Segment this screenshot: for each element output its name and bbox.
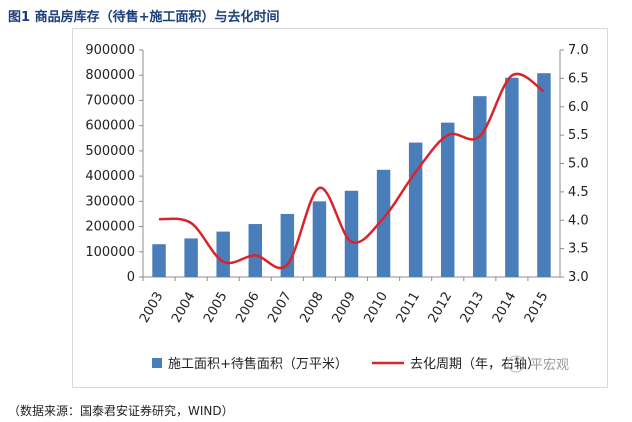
bar [184, 238, 198, 277]
y-left-tick-label: 300000 [85, 194, 135, 209]
y-right-tick-label: 7.0 [568, 43, 589, 58]
x-tick-label: 2008 [297, 290, 327, 326]
bar [248, 224, 263, 277]
y-right-tick-label: 6.0 [568, 100, 589, 115]
y-right-tick-label: 5.0 [568, 157, 589, 172]
bar [537, 73, 551, 278]
x-tick-label: 2012 [426, 290, 456, 326]
figure-title: 图1 商品房库存（待售+施工面积）与去化时间 [8, 10, 280, 25]
bar [312, 201, 327, 277]
legend-label-bars: 施工面积+待售面积（万平米） [168, 356, 348, 372]
x-tick-label: 2013 [458, 290, 488, 326]
x-tick-label: 2009 [329, 290, 359, 326]
legend-swatch-bars [152, 358, 162, 368]
y-right-tick-label: 6.5 [568, 71, 589, 86]
y-left-tick-label: 900000 [85, 43, 135, 58]
y-left-tick-label: 100000 [85, 245, 135, 260]
y-left-tick-label: 600000 [85, 119, 135, 134]
line-series-destock-period [158, 72, 545, 270]
x-tick-label: 2006 [233, 290, 263, 326]
legend-label-line: 去化周期（年，右轴） [410, 357, 540, 372]
x-tick-label: 2007 [265, 290, 295, 326]
y-left-tick-label: 0 [127, 270, 135, 285]
x-tick-label: 2005 [201, 290, 231, 326]
y-left-tick-label: 200000 [85, 220, 135, 235]
bar [505, 77, 519, 277]
bar [344, 190, 359, 277]
wechat-icon [507, 355, 525, 373]
y-left-tick-label: 500000 [85, 144, 135, 159]
chart-frame [72, 28, 608, 388]
bar [408, 142, 423, 277]
y-right-tick-label: 5.5 [568, 128, 589, 143]
y-left-tick-label: 800000 [85, 68, 135, 83]
x-tick-label: 2014 [490, 290, 520, 326]
y-right-tick-label: 4.5 [568, 185, 589, 200]
y-right-tick-label: 4.0 [568, 213, 589, 228]
x-tick-label: 2011 [394, 290, 424, 326]
x-tick-label: 2010 [362, 290, 392, 326]
y-right-tick-label: 3.5 [568, 242, 589, 257]
y-left-tick-label: 400000 [85, 169, 135, 184]
bar [152, 244, 166, 277]
x-tick-label: 2003 [137, 290, 167, 326]
bar [440, 122, 455, 277]
watermark-text: 平宏观 [530, 358, 569, 373]
bar [376, 169, 391, 277]
y-left-tick-label: 700000 [85, 93, 135, 108]
bar [216, 231, 230, 277]
source-note: （数据来源：国泰君安证券研究，WIND） [8, 404, 234, 418]
x-tick-label: 2004 [169, 290, 199, 326]
x-tick-label: 2015 [522, 290, 552, 326]
y-right-tick-label: 3.0 [568, 270, 589, 285]
bar [473, 96, 487, 277]
